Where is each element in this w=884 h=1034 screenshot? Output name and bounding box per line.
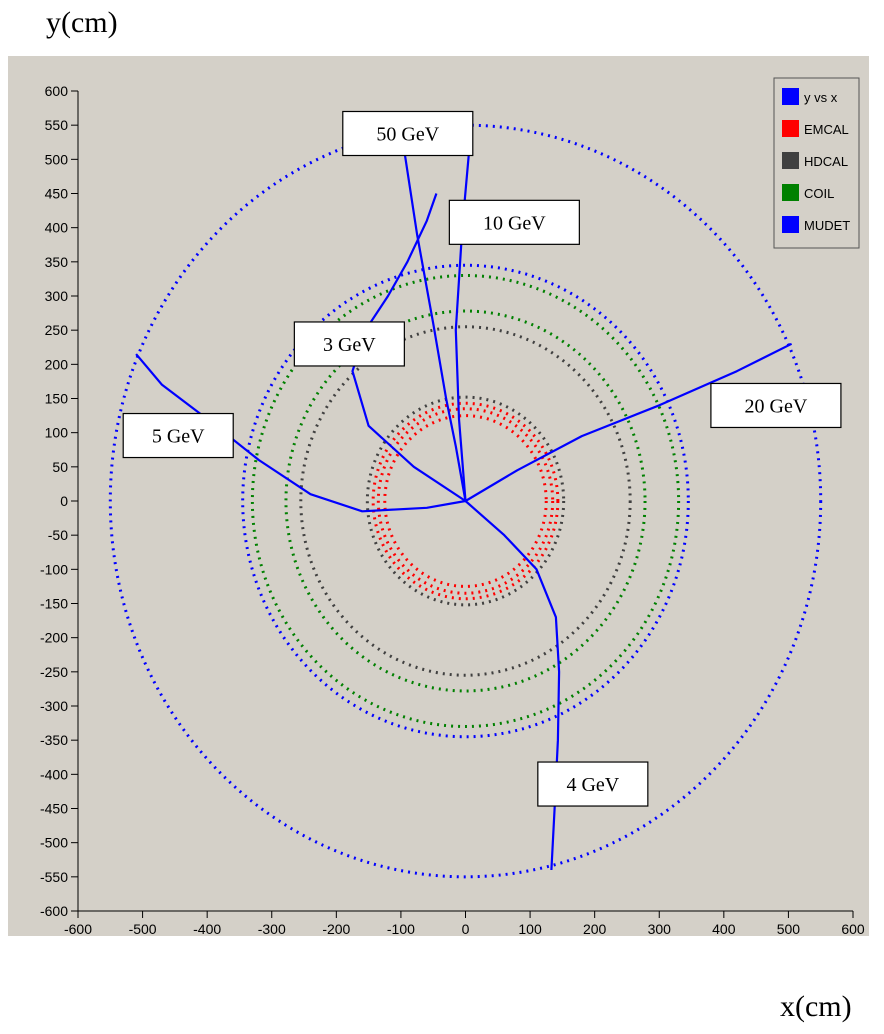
- event-display-chart: 600550500450400350300250200150100500-50-…: [40, 77, 865, 937]
- label-3-gev: 3 GeV: [293, 321, 405, 367]
- ring-coil-6: [250, 274, 681, 728]
- x-tick-label: -300: [258, 921, 286, 936]
- legend-label: HDCAL: [804, 154, 848, 169]
- track-10-gev: [454, 118, 474, 502]
- y-tick-label: -600: [40, 903, 68, 919]
- legend-entry-mudet: MUDET: [782, 216, 850, 233]
- legend-swatch: [782, 152, 799, 169]
- label-4-gev: 4 GeV: [537, 761, 649, 807]
- y-tick-label: 300: [45, 288, 69, 304]
- y-tick-label: -150: [40, 596, 68, 612]
- legend: y vs x EMCAL HDCAL COIL MUDET: [773, 77, 860, 249]
- y-tick-label: 450: [45, 186, 69, 202]
- y-tick-label: 350: [45, 254, 69, 270]
- y-tick-label: -100: [40, 561, 68, 577]
- label-box: [537, 761, 649, 807]
- x-tick-label: -400: [193, 921, 221, 936]
- x-tick-label: -100: [387, 921, 415, 936]
- axes: 600550500450400350300250200150100500-50-…: [40, 83, 865, 937]
- label-text: 5 GeV: [152, 426, 205, 448]
- x-tick-label: 200: [583, 921, 607, 936]
- legend-label: EMCAL: [804, 122, 849, 137]
- label-text: 3 GeV: [323, 334, 376, 356]
- legend-label: COIL: [804, 186, 834, 201]
- y-tick-label: 150: [45, 391, 69, 407]
- y-tick-label: -500: [40, 835, 68, 851]
- label-box: [342, 110, 474, 157]
- x-tick-label: -500: [129, 921, 157, 936]
- legend-swatch: [782, 120, 799, 137]
- legend-label: y vs x: [804, 90, 838, 105]
- label-box: [293, 321, 405, 367]
- legend-swatch: [782, 88, 799, 105]
- y-tick-label: 50: [52, 459, 68, 475]
- y-tick-label: 100: [45, 425, 69, 441]
- plot-panel: 600 550 500 450 400 350 300 250 200 150 100 50 0 -50-…: [8, 56, 869, 937]
- x-tick-label: 400: [712, 921, 736, 936]
- label-box: [122, 412, 234, 459]
- label-text: 50 GeV: [376, 124, 439, 146]
- x-tick-label: 300: [648, 921, 672, 936]
- y-tick-label: -50: [48, 527, 68, 543]
- label-box: [448, 199, 580, 245]
- y-tick-label: 250: [45, 322, 69, 338]
- ring-emcal-0: [383, 414, 548, 588]
- legend-entry-emcal: EMCAL: [782, 120, 849, 137]
- x-tick-label: 100: [518, 921, 542, 936]
- label-text: 4 GeV: [566, 774, 619, 796]
- x-tick-label: 500: [777, 921, 801, 936]
- label-5-gev: 5 GeV: [122, 412, 234, 459]
- ring-mudet-7: [241, 263, 690, 739]
- ring-emcal-1: [376, 407, 555, 595]
- track-labels: 50 GeV 10 GeV 3 GeV 5 GeV 20 GeV 4 GeV: [122, 110, 842, 807]
- legend-entry-coil: COIL: [782, 184, 834, 201]
- y-tick-label: -400: [40, 766, 68, 782]
- y-tick-label: 550: [45, 117, 69, 133]
- ring-hdcal-3: [365, 395, 566, 607]
- label-box: [710, 382, 842, 429]
- y-tick-label: -250: [40, 664, 68, 680]
- track-5-gev: [135, 353, 466, 513]
- y-tick-label: -300: [40, 698, 68, 714]
- legend-swatch: [782, 216, 799, 233]
- label-text: 10 GeV: [483, 212, 546, 234]
- y-axis-title: y(cm): [46, 6, 118, 39]
- y-tick-label: -550: [40, 869, 68, 885]
- x-axis-title: x(cm): [780, 990, 852, 1023]
- track-4-gev: [464, 500, 561, 871]
- y-tick-label: 600: [45, 83, 69, 99]
- label-10-gev: 10 GeV: [448, 199, 580, 245]
- x-tick-label: -200: [322, 921, 350, 936]
- legend-entry-y-vs-x: y vs x: [782, 88, 838, 105]
- y-tick-label: 0: [60, 493, 68, 509]
- legend-swatch: [782, 184, 799, 201]
- ring-emcal-2: [371, 401, 560, 601]
- legend-label: MUDET: [804, 218, 850, 233]
- label-text: 20 GeV: [745, 395, 808, 417]
- track-20-gev: [464, 342, 793, 502]
- y-tick-label: -350: [40, 732, 68, 748]
- y-tick-label: -200: [40, 630, 68, 646]
- label-50-gev: 50 GeV: [342, 110, 474, 157]
- ring-hdcal-4: [299, 325, 632, 677]
- legend-entry-hdcal: HDCAL: [782, 152, 848, 169]
- y-tick-label: -450: [40, 801, 68, 817]
- label-20-gev: 20 GeV: [710, 382, 842, 429]
- y-tick-label: 200: [45, 356, 69, 372]
- y-tick-label: 500: [45, 151, 69, 167]
- y-tick-label: 400: [45, 220, 69, 236]
- x-tick-label: 600: [841, 921, 865, 936]
- track-50-gev: [399, 128, 467, 502]
- x-tick-label: 0: [462, 921, 470, 936]
- x-tick-label: -600: [64, 921, 92, 936]
